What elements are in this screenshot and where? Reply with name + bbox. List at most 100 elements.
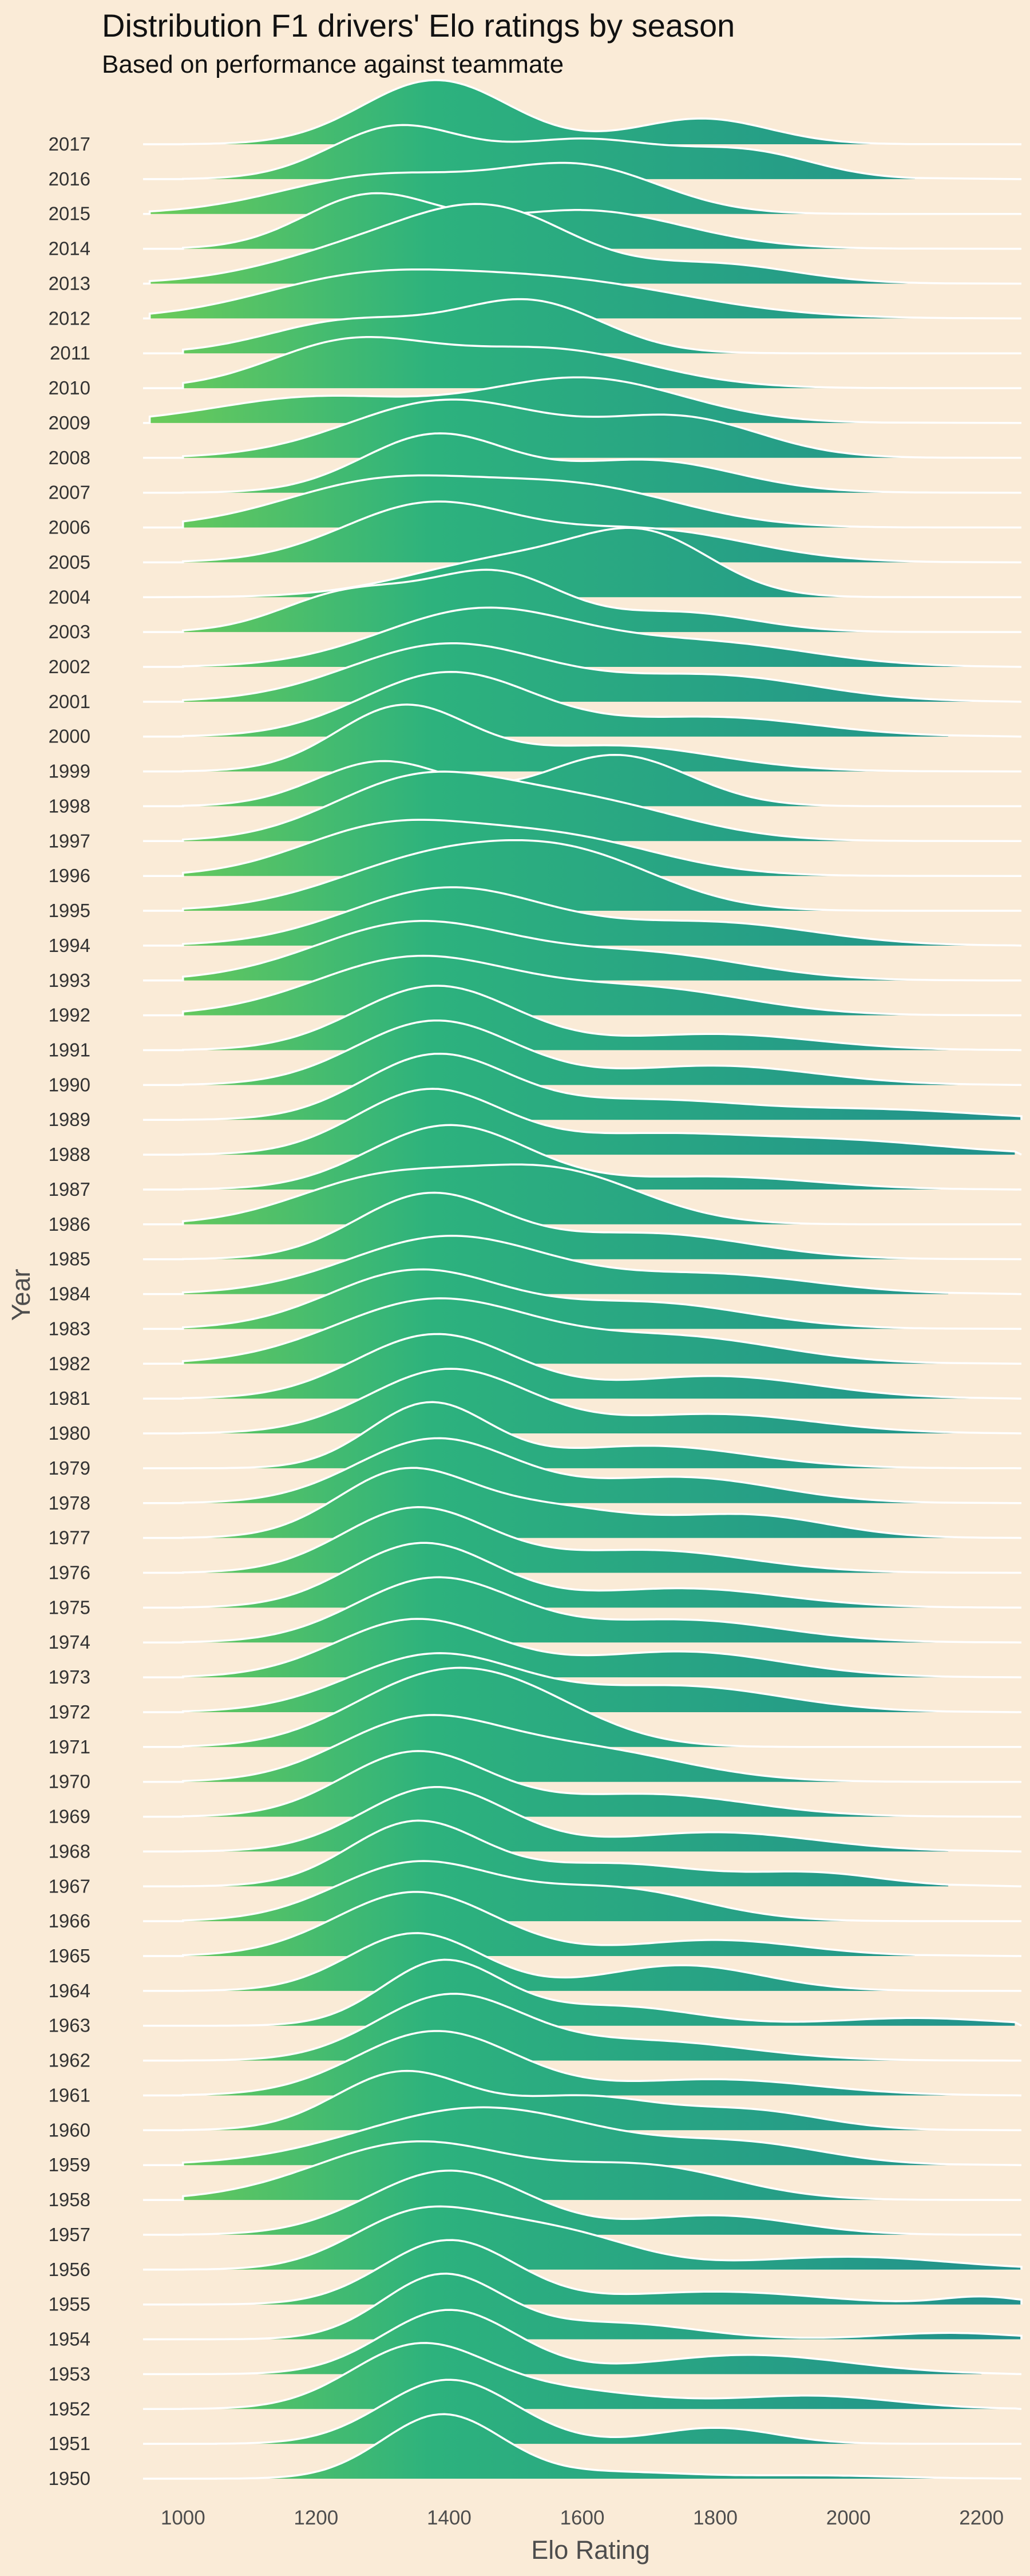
ridge-area-1957 <box>183 2170 982 2235</box>
ridge-area-1999 <box>183 704 949 772</box>
ridge-line-1963 <box>143 1958 1022 2027</box>
ridge-line-1994 <box>143 886 1022 947</box>
ridge-area-2004 <box>149 528 882 598</box>
y-tick-label-1973: 1973 <box>49 1666 90 1688</box>
ridge-line-1978 <box>143 1437 1022 1504</box>
ridge-line-1996 <box>143 819 1022 877</box>
ridge-area-1954 <box>183 2273 1021 2340</box>
ridge-line-1970 <box>143 1714 1022 1783</box>
ridge-line-1952 <box>143 2342 1022 2411</box>
ridge-area-1974 <box>183 1577 982 1643</box>
y-tick-label-1981: 1981 <box>49 1388 90 1409</box>
x-tick-label-1600: 1600 <box>560 2507 605 2529</box>
y-tick-label-1965: 1965 <box>49 1945 90 1966</box>
ridge-area-2003 <box>183 570 915 633</box>
chart-subtitle: Based on performance against teammate <box>102 50 564 78</box>
ridge-line-1954 <box>143 2273 1023 2341</box>
ridge-line-1956 <box>143 2205 1023 2271</box>
ridge-area-1986 <box>183 1164 949 1224</box>
ridge-area-2001 <box>183 643 982 702</box>
ridge-line-1990 <box>143 1020 1022 1086</box>
ridge-line-1964 <box>143 1932 1022 1992</box>
y-tick-label-2012: 2012 <box>49 307 90 329</box>
y-tick-label-1982: 1982 <box>49 1353 90 1374</box>
ridge-line-1955 <box>143 2239 1023 2306</box>
ridge-line-1980 <box>143 1368 1022 1435</box>
y-tick-label-1984: 1984 <box>49 1283 90 1305</box>
ridge-area-1985 <box>183 1192 949 1259</box>
y-tick-label-1972: 1972 <box>49 1701 90 1722</box>
x-tick-label-1200: 1200 <box>294 2507 338 2529</box>
ridge-group <box>143 79 1023 2480</box>
y-tick-label-1952: 1952 <box>49 2398 90 2419</box>
ridge-line-1961 <box>143 2030 1022 2097</box>
y-tick-label-2002: 2002 <box>49 656 90 677</box>
y-tick-label-1958: 1958 <box>49 2189 90 2210</box>
ridge-line-1989 <box>143 1052 1023 1121</box>
ridge-line-1991 <box>143 985 1022 1052</box>
x-axis-title: Elo Rating <box>531 2535 650 2565</box>
ridge-line-1987 <box>143 1124 1022 1191</box>
y-tick-label-1992: 1992 <box>49 1005 90 1026</box>
ridge-line-1960 <box>143 2069 1022 2132</box>
y-tick-label-1985: 1985 <box>49 1249 90 1270</box>
ridge-line-1965 <box>143 1891 1022 1957</box>
ridge-line-2007 <box>143 432 1022 494</box>
y-tick-label-2008: 2008 <box>49 447 90 468</box>
ridge-line-2016 <box>143 124 1022 180</box>
ridge-line-1983 <box>143 1268 1022 1330</box>
y-tick-label-1967: 1967 <box>49 1875 90 1897</box>
y-tick-label-1993: 1993 <box>49 970 90 991</box>
ridge-area-1971 <box>183 1668 915 1747</box>
ridge-line-1973 <box>143 1618 1022 1678</box>
ridge-area-2008 <box>183 400 949 458</box>
y-tick-label-1999: 1999 <box>49 761 90 782</box>
y-tick-label-1964: 1964 <box>49 1980 90 2001</box>
ridge-line-1993 <box>143 920 1022 982</box>
y-tick-label-2011: 2011 <box>50 342 90 364</box>
ridge-area-2002 <box>183 607 982 667</box>
ridge-line-1992 <box>143 954 1022 1017</box>
ridge-area-2010 <box>183 337 915 389</box>
ridge-line-2012 <box>143 268 1022 320</box>
ridge-area-1965 <box>183 1892 915 1956</box>
ridge-area-1952 <box>183 2342 1015 2409</box>
ridge-line-1997 <box>143 771 1022 843</box>
ridge-line-2001 <box>143 642 1022 703</box>
y-tick-label-2013: 2013 <box>49 273 90 294</box>
ridge-line-1950 <box>143 2413 1022 2480</box>
ridge-line-1977 <box>143 1467 1022 1539</box>
y-tick-label-1980: 1980 <box>49 1423 90 1444</box>
y-tick-label-1996: 1996 <box>49 865 90 886</box>
ridge-line-1982 <box>143 1297 1022 1365</box>
ridge-line-2004 <box>143 527 1022 599</box>
y-tick-label-1970: 1970 <box>49 1771 90 1792</box>
y-tick-label-1989: 1989 <box>49 1109 90 1130</box>
ridge-line-1968 <box>143 1786 1022 1853</box>
y-axis-title: Year <box>6 1269 35 1321</box>
ridge-line-2017 <box>143 79 1022 145</box>
ridge-line-1976 <box>143 1506 1022 1574</box>
ridge-area-1992 <box>183 955 949 1016</box>
y-tick-label-1997: 1997 <box>49 830 90 851</box>
y-tick-label-1968: 1968 <box>49 1840 90 1862</box>
y-tick-label-1969: 1969 <box>49 1806 90 1827</box>
ridge-line-1962 <box>143 1993 1021 2062</box>
ridge-line-2011 <box>143 298 1021 354</box>
y-tick-label-1978: 1978 <box>49 1492 90 1514</box>
ridge-line-1953 <box>143 2309 1022 2376</box>
y-tick-labels: 2017 2016 2015 2014 2013 2012 2011 2010 2009 2008… <box>49 133 90 2489</box>
ridge-area-1958 <box>183 2141 982 2200</box>
ridge-line-1975 <box>143 1542 1022 1609</box>
y-tick-label-1951: 1951 <box>49 2433 90 2454</box>
ridge-line-2003 <box>143 568 1022 633</box>
ridge-area-2013 <box>149 204 949 284</box>
y-tick-label-2001: 2001 <box>49 691 90 712</box>
x-tick-label-1800: 1800 <box>693 2507 738 2529</box>
y-tick-label-1961: 1961 <box>49 2085 90 2106</box>
y-tick-label-1966: 1966 <box>49 1910 90 1931</box>
y-tick-label-2016: 2016 <box>49 168 90 189</box>
ridge-line-1984 <box>143 1235 1022 1295</box>
y-tick-label-1983: 1983 <box>49 1318 90 1339</box>
